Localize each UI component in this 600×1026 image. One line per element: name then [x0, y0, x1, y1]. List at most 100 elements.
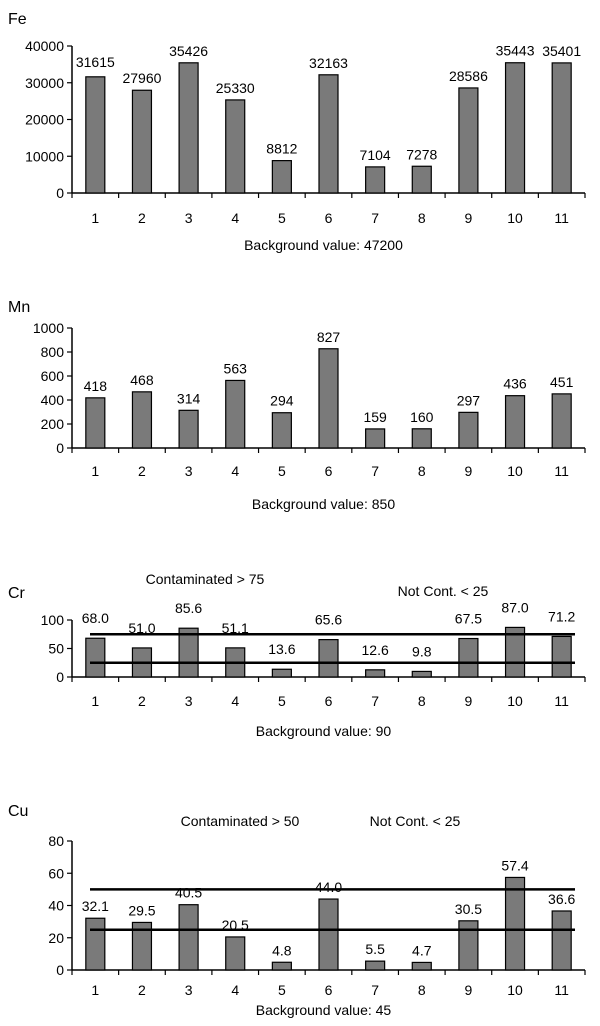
cu-x-tick-label: 9 [465, 982, 473, 998]
cr-y-tick-label: 100 [41, 612, 65, 628]
mn-background-value: Background value: 850 [252, 496, 395, 512]
fe-x-tick-label: 11 [554, 210, 569, 226]
cu-bar [131, 921, 153, 971]
cu-x-tick-label: 10 [507, 982, 523, 998]
fe-chart: Fe 0 10000 20000 30000 40000 31615 1 27960 2 35426… [8, 11, 586, 253]
mn-bar [318, 348, 339, 449]
cu-x-tick-label: 1 [91, 982, 99, 998]
cu-background-value: Background value: 45 [256, 1002, 392, 1018]
cr-bar [551, 635, 572, 678]
mn-data-label: 563 [224, 360, 248, 376]
cu-chart: Cu02040608032.1129.5240.5320.544.8544.06… [8, 803, 586, 1018]
fe-y-tick-label: 10000 [25, 148, 64, 164]
fe-bar [85, 76, 106, 194]
fe-bar [318, 74, 339, 194]
cr-data-label: 65.6 [315, 612, 342, 628]
mn-y-tick-label: 600 [41, 368, 65, 384]
fe-y-tick-label: 20000 [25, 112, 64, 128]
mn-data-label: 418 [84, 378, 108, 394]
cr-bar [178, 627, 199, 678]
cr-x-tick-label: 8 [418, 693, 426, 709]
cu-bar [458, 920, 479, 971]
cu-x-tick-label: 6 [325, 982, 333, 998]
cu-x-tick-label: 4 [231, 982, 239, 998]
mn-x-tick-label: 11 [554, 463, 569, 479]
cr-data-label: 51.0 [128, 620, 155, 636]
fe-background-value: Background value: 47200 [244, 237, 403, 253]
mn-y-tick-label: 400 [41, 392, 65, 408]
cr-y-tick-label: 50 [48, 641, 64, 657]
mn-bar [551, 393, 572, 449]
mn-data-label: 314 [177, 390, 201, 406]
cu-title: Cu [8, 803, 28, 820]
fe-x-tick-label: 10 [507, 210, 523, 226]
cu-y-tick-label: 0 [56, 962, 64, 978]
cu-bar [178, 904, 199, 971]
cr-x-tick-label: 7 [371, 693, 379, 709]
cu-bar [365, 960, 386, 971]
fe-bar [458, 87, 479, 194]
mn-bar [225, 379, 246, 449]
mn-y-tick-label: 0 [56, 440, 64, 456]
mn-title: Mn [8, 299, 30, 316]
fe-bar [365, 166, 386, 194]
mn-data-label: 297 [457, 392, 481, 408]
fe-y-tick-label: 30000 [25, 75, 64, 91]
cu-bar [85, 917, 106, 971]
cr-contaminated-annotation: Contaminated > 75 [146, 571, 265, 587]
fe-data-label: 7278 [406, 146, 437, 162]
cr-title: Cr [8, 585, 26, 602]
fe-bar [504, 62, 526, 194]
fe-bar [271, 160, 292, 194]
cu-x-tick-label: 2 [138, 982, 146, 998]
cr-x-tick-label: 4 [231, 693, 239, 709]
fe-data-label: 35443 [496, 43, 535, 59]
cr-x-tick-label: 1 [91, 693, 99, 709]
cr-bar [85, 637, 106, 678]
fe-bar [131, 89, 153, 194]
cu-bar [271, 961, 292, 971]
cu-data-label: 5.5 [365, 941, 385, 957]
cr-bar [365, 669, 386, 678]
cu-bar [225, 936, 246, 971]
cr-x-tick-label: 3 [185, 693, 193, 709]
mn-x-tick-label: 2 [138, 463, 146, 479]
mn-x-tick-label: 4 [231, 463, 239, 479]
cr-x-tick-label: 10 [507, 693, 523, 709]
cr-data-label: 13.6 [268, 641, 295, 657]
cr-background-value: Background value: 90 [256, 723, 392, 739]
cu-data-label: 36.6 [548, 891, 575, 907]
cr-bar [458, 637, 479, 678]
mn-bar [411, 428, 432, 449]
cu-contaminated-annotation: Contaminated > 50 [181, 813, 300, 829]
cu-y-tick-label: 80 [48, 833, 64, 849]
mn-x-tick-label: 7 [371, 463, 379, 479]
fe-data-label: 28586 [449, 68, 488, 84]
cu-data-label: 44.0 [315, 879, 342, 895]
cu-bar [504, 876, 526, 971]
cr-data-label: 71.2 [548, 608, 575, 624]
cr-x-tick-label: 2 [138, 693, 146, 709]
cu-data-label: 4.8 [272, 942, 292, 958]
mn-bar [85, 397, 106, 449]
fe-x-tick-label: 1 [91, 210, 99, 226]
fe-bar [178, 62, 199, 194]
fe-title: Fe [8, 11, 27, 28]
mn-bar [365, 428, 386, 449]
cu-data-label: 40.5 [175, 885, 202, 901]
cu-x-tick-label: 3 [185, 982, 193, 998]
fe-x-tick-label: 8 [418, 210, 426, 226]
cr-bar [411, 670, 432, 678]
fe-data-label: 25330 [216, 80, 255, 96]
mn-data-label: 451 [550, 374, 574, 390]
cr-data-label: 68.0 [82, 610, 109, 626]
cu-bar [551, 910, 572, 971]
cr-bar [271, 668, 292, 678]
cr-x-tick-label: 9 [465, 693, 473, 709]
cu-data-label: 32.1 [82, 898, 109, 914]
cr-x-tick-label: 11 [554, 693, 569, 709]
fe-bar [225, 99, 246, 194]
fe-y-tick-label: 40000 [25, 38, 64, 54]
mn-y-tick-label: 1000 [33, 320, 64, 336]
cu-data-label: 57.4 [501, 857, 528, 873]
